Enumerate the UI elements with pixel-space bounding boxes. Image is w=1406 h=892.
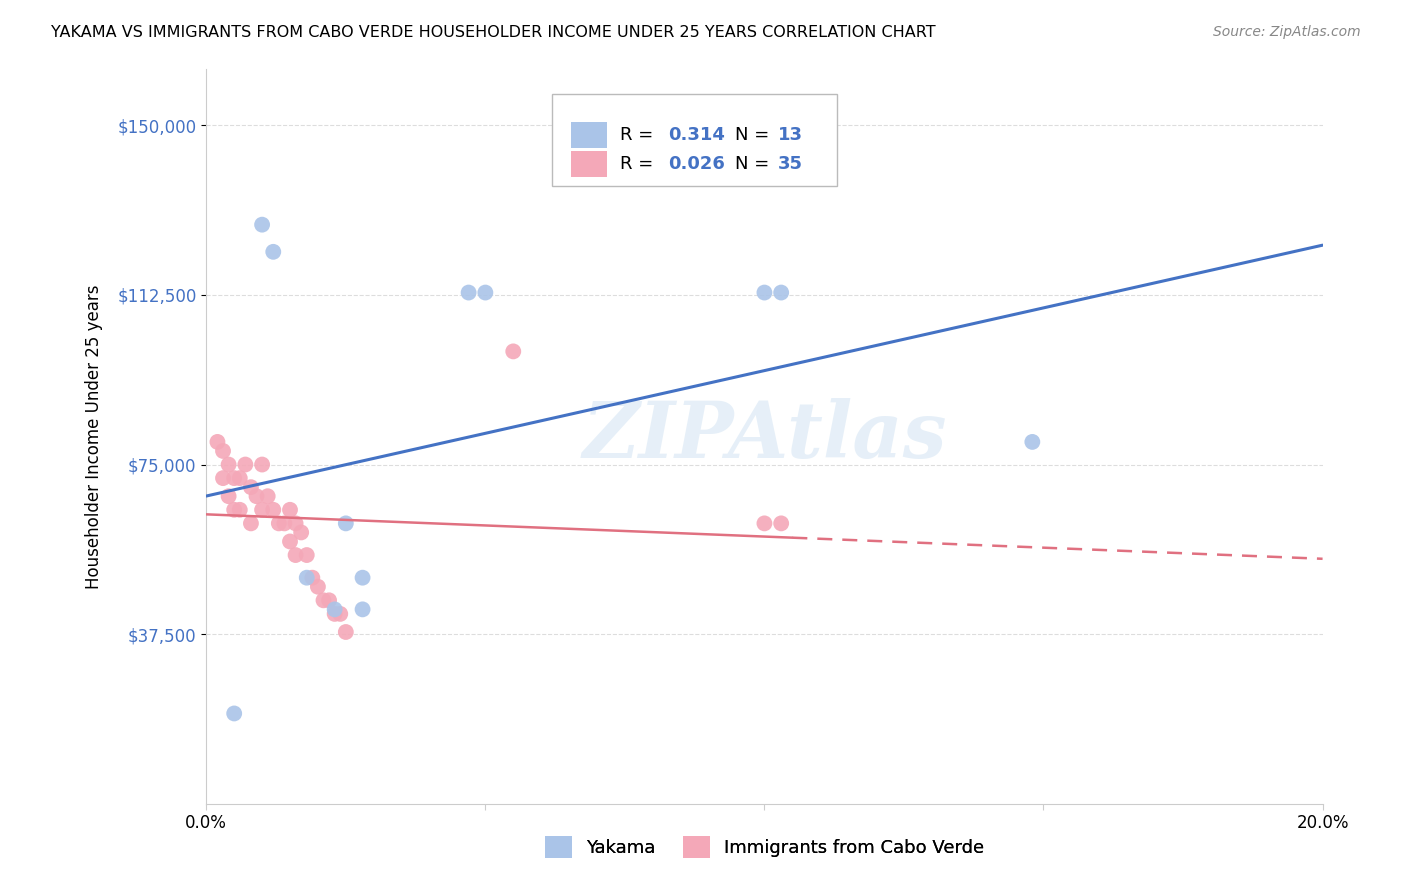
Point	[229, 471, 252, 485]
Point	[224, 503, 246, 517]
Point	[284, 516, 307, 531]
Text: 0.314: 0.314	[668, 126, 725, 145]
Point	[335, 625, 357, 640]
Point	[235, 458, 257, 472]
Point	[295, 571, 318, 585]
Point	[502, 344, 524, 359]
Text: 0.026: 0.026	[668, 155, 725, 173]
Point	[239, 480, 262, 494]
Point	[278, 503, 301, 517]
Point	[224, 471, 246, 485]
Point	[352, 571, 374, 585]
Point	[262, 244, 284, 259]
Point	[457, 285, 479, 300]
Text: ZIPAtlas: ZIPAtlas	[582, 398, 946, 475]
Point	[250, 218, 273, 232]
Point	[312, 593, 335, 607]
Text: Source: ZipAtlas.com: Source: ZipAtlas.com	[1213, 25, 1361, 39]
Point	[329, 607, 352, 621]
Legend: Yakama, Immigrants from Cabo Verde: Yakama, Immigrants from Cabo Verde	[537, 829, 991, 865]
Point	[207, 434, 229, 449]
Point	[295, 548, 318, 562]
Point	[323, 607, 346, 621]
FancyBboxPatch shape	[571, 122, 607, 148]
Text: R =: R =	[620, 126, 659, 145]
Point	[262, 503, 284, 517]
Point	[352, 602, 374, 616]
Point	[229, 503, 252, 517]
Text: YAKAMA VS IMMIGRANTS FROM CABO VERDE HOUSEHOLDER INCOME UNDER 25 YEARS CORRELATI: YAKAMA VS IMMIGRANTS FROM CABO VERDE HOU…	[51, 25, 935, 40]
Point	[212, 444, 235, 458]
Point	[318, 593, 340, 607]
Point	[307, 580, 329, 594]
Point	[218, 489, 240, 503]
Point	[284, 548, 307, 562]
Point	[239, 516, 262, 531]
Point	[278, 534, 301, 549]
Point	[245, 489, 267, 503]
Y-axis label: Householder Income Under 25 years: Householder Income Under 25 years	[86, 284, 103, 589]
Text: 35: 35	[778, 155, 803, 173]
FancyBboxPatch shape	[553, 95, 837, 186]
Point	[212, 471, 235, 485]
Text: N =: N =	[735, 126, 775, 145]
Point	[770, 516, 793, 531]
Point	[273, 516, 295, 531]
Point	[323, 602, 346, 616]
Point	[754, 516, 776, 531]
Point	[224, 706, 246, 721]
Point	[335, 516, 357, 531]
Point	[290, 525, 312, 540]
Point	[301, 571, 323, 585]
Point	[218, 458, 240, 472]
Point	[1021, 434, 1043, 449]
Point	[250, 458, 273, 472]
Point	[250, 503, 273, 517]
Point	[754, 285, 776, 300]
Point	[267, 516, 290, 531]
Text: R =: R =	[620, 155, 659, 173]
Text: N =: N =	[735, 155, 775, 173]
Point	[770, 285, 793, 300]
Point	[256, 489, 278, 503]
FancyBboxPatch shape	[571, 151, 607, 178]
Point	[474, 285, 496, 300]
Text: 13: 13	[778, 126, 803, 145]
